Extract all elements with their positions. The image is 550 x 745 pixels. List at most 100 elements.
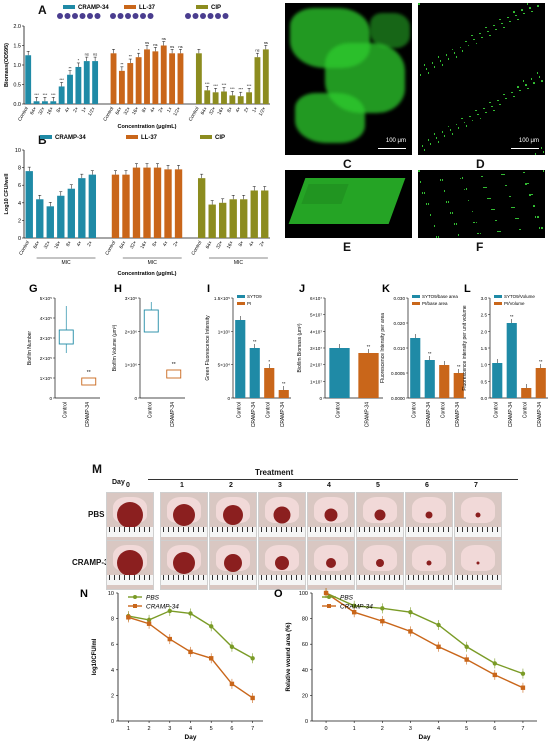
- panel-label-b: B: [38, 133, 47, 147]
- y-tick-label: 5×10⁵: [40, 296, 52, 301]
- bar: [278, 390, 289, 398]
- ruler-tick: [232, 527, 233, 532]
- data-point: [520, 685, 526, 690]
- ruler-tick: [472, 527, 473, 532]
- x-axis-title: Concentration (μg/mL): [118, 124, 177, 130]
- ruler-tick: [482, 527, 483, 532]
- y-tick-label: 1.5: [13, 44, 21, 50]
- x-tick-label: 2: [148, 726, 151, 732]
- y-tick-label: 6×10⁷: [310, 296, 322, 301]
- ruler-tick: [276, 527, 277, 532]
- ruler-tick: [149, 575, 150, 580]
- mic-label: MIC: [61, 260, 71, 266]
- x-tick-label: 0: [325, 726, 328, 732]
- fluorescent-cell: [447, 125, 449, 127]
- y-tick-label: 3×10⁵: [40, 336, 52, 341]
- ruler-tick: [178, 527, 179, 532]
- fluorescent-cell: [437, 56, 440, 58]
- panel-label-j: J: [299, 283, 305, 295]
- fluorescent-cell: [527, 182, 529, 185]
- y-tick-label: 4×10⁵: [40, 316, 52, 321]
- bar: [132, 167, 141, 238]
- ruler-tick: [261, 575, 262, 580]
- x-tick-label: 4×: [235, 106, 243, 114]
- fluorescent-cell: [529, 7, 531, 9]
- ruler: [259, 575, 305, 585]
- crystal-violet-well: [222, 13, 229, 19]
- wound-photo: [160, 492, 208, 542]
- y-tick-label: 10: [108, 591, 114, 597]
- panel-label-o: O: [274, 588, 283, 600]
- bar: [83, 61, 90, 104]
- ruler-tick: [271, 527, 272, 532]
- x-tick-label: Control: [522, 402, 528, 418]
- panel-label-m: M: [92, 462, 102, 476]
- ruler: [455, 575, 501, 585]
- ruler: [308, 527, 354, 537]
- fluorescent-cell: [497, 230, 499, 233]
- significance-label: ns: [178, 44, 182, 49]
- x-tick-label: 5: [465, 726, 468, 732]
- x-tick-label: 64×: [205, 240, 214, 250]
- significance-label: **: [510, 314, 514, 319]
- ruler-tick: [462, 527, 463, 532]
- x-tick-label: 8×: [238, 240, 246, 248]
- wound: [324, 508, 338, 522]
- ruler-tick: [394, 527, 395, 532]
- ruler-tick: [296, 527, 297, 532]
- ruler-tick: [467, 527, 468, 532]
- bar: [358, 353, 379, 398]
- legend-label: CRAMP-34: [340, 604, 373, 611]
- bar: [439, 365, 450, 398]
- ruler-tick: [438, 575, 439, 580]
- fluorescent-cell: [439, 60, 442, 62]
- bar: [58, 86, 65, 104]
- bar: [153, 167, 162, 238]
- significance-label: ***: [222, 82, 227, 87]
- ruler-tick: [413, 575, 414, 580]
- ruler-tick: [369, 575, 370, 580]
- fluorescent-cell: [473, 221, 475, 224]
- fluorescent-cell: [536, 72, 539, 74]
- fluorescent-cell: [542, 151, 545, 153]
- fluorescent-cell: [542, 170, 545, 172]
- bar: [164, 169, 172, 238]
- ruler-tick: [364, 575, 365, 580]
- fluorescent-cell: [449, 212, 452, 214]
- box-control: [143, 309, 159, 333]
- legend-swatch: [126, 135, 138, 139]
- ruler-tick: [379, 527, 380, 532]
- legend-label: PI/Volume: [504, 301, 525, 306]
- x-tick-label: 2×: [243, 106, 251, 114]
- bar: [262, 49, 269, 104]
- fluorescent-cell: [445, 201, 448, 203]
- ruler-tick: [193, 527, 194, 532]
- significance-label: ***: [238, 87, 243, 92]
- x-tick-label: 16×: [226, 240, 235, 250]
- y-tick-label: 8: [18, 166, 21, 172]
- y-tick-label: 2.0: [481, 329, 488, 334]
- bar: [261, 190, 269, 238]
- data-point: [436, 622, 441, 628]
- fluorescent-cell: [449, 129, 452, 131]
- ruler-tick: [281, 527, 282, 532]
- crystal-violet-well: [207, 13, 214, 19]
- y-tick-label: 4: [111, 668, 114, 674]
- fluorescent-cell: [455, 56, 458, 58]
- legend-label: CRAMP-34: [55, 135, 86, 141]
- ruler: [259, 527, 305, 537]
- x-axis-title: Day: [185, 734, 197, 741]
- ruler-tick: [173, 527, 174, 532]
- ruler: [107, 527, 153, 537]
- bar: [521, 388, 532, 398]
- fluorescent-cell: [531, 193, 533, 196]
- fluorescent-cell: [479, 32, 481, 35]
- wound: [426, 560, 432, 566]
- mouse-back: [461, 497, 495, 523]
- data-point: [250, 656, 255, 661]
- ruler-tick: [359, 575, 360, 580]
- x-tick-label: 1/2×: [87, 106, 97, 117]
- bar: [143, 167, 151, 238]
- y-tick-label: 2×10⁵: [40, 356, 52, 361]
- panel-label-h: H: [114, 283, 122, 295]
